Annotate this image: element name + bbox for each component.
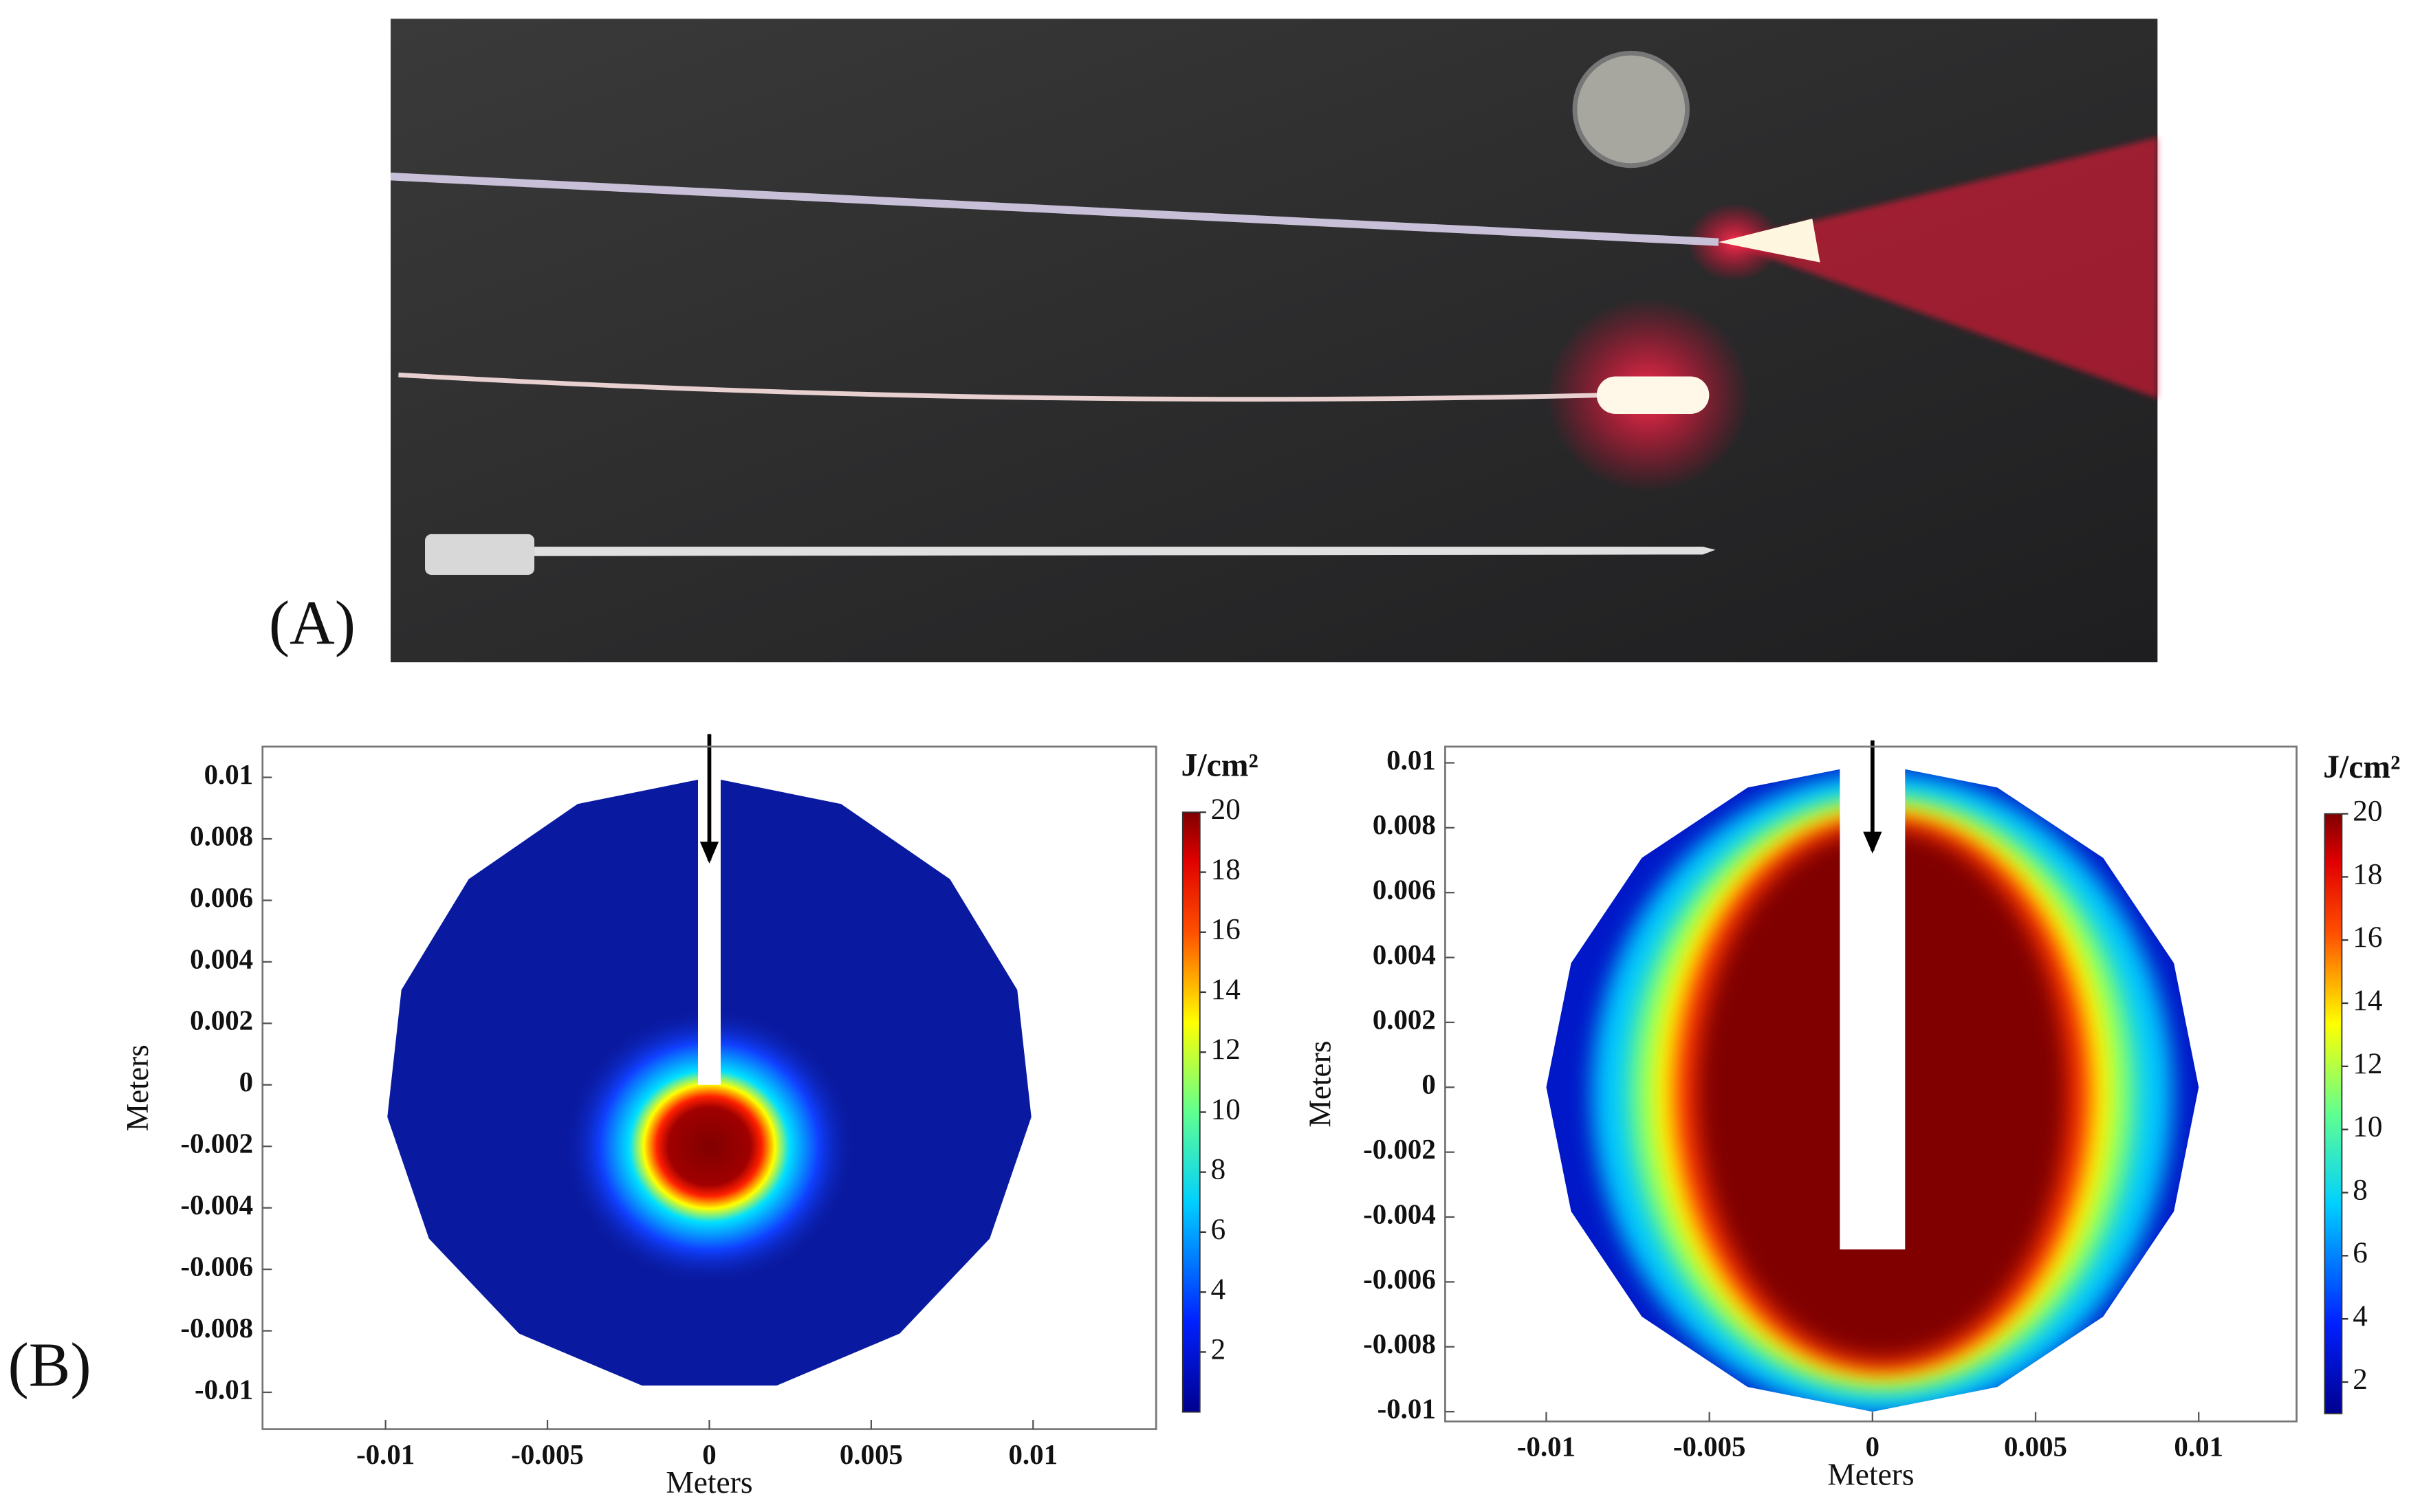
y-axis-label: Meters bbox=[1303, 1040, 1338, 1127]
colorbar-tick-label: 18 bbox=[2353, 858, 2382, 890]
photo bbox=[390, 19, 2158, 663]
colorbar-label: J/cm² bbox=[2323, 749, 2400, 785]
colorbar-tick-label: 12 bbox=[2353, 1048, 2382, 1080]
y-tick-label: -0.01 bbox=[195, 1374, 253, 1405]
x-tick-label: -0.01 bbox=[356, 1439, 415, 1470]
colorbar-tick-label: 16 bbox=[2353, 921, 2382, 954]
panel-label: (A) bbox=[269, 588, 356, 657]
colorbar-tick-label: 20 bbox=[1211, 793, 1241, 826]
y-tick-label: 0.008 bbox=[190, 820, 253, 851]
x-tick-label: -0.005 bbox=[1673, 1432, 1746, 1462]
y-tick-label: 0.01 bbox=[204, 759, 254, 790]
colorbar-tick-label: 2 bbox=[1211, 1333, 1226, 1366]
colorbar-tick-label: 18 bbox=[1211, 853, 1241, 886]
colorbar-tick-label: 8 bbox=[2353, 1174, 2368, 1206]
colorbar-tick-label: 2 bbox=[2353, 1363, 2368, 1396]
colorbar-tick-label: 20 bbox=[2353, 795, 2382, 827]
x-axis-label: Meters bbox=[666, 1465, 752, 1500]
x-tick-label: -0.005 bbox=[511, 1439, 584, 1470]
colorbar-tick-label: 6 bbox=[1211, 1214, 1226, 1246]
colorbar-tick-label: 10 bbox=[2353, 1111, 2382, 1143]
y-tick-label: 0.008 bbox=[1373, 809, 1436, 840]
x-tick-label: 0.01 bbox=[2174, 1432, 2223, 1462]
y-tick-label: -0.002 bbox=[1363, 1134, 1436, 1165]
colorbar-tick-label: 4 bbox=[2353, 1300, 2368, 1333]
colorbar-tick-label: 14 bbox=[2353, 985, 2382, 1017]
x-tick-label: 0.005 bbox=[2004, 1432, 2067, 1462]
x-tick-label: 0.01 bbox=[1009, 1439, 1058, 1470]
colorbar-tick-label: 6 bbox=[2353, 1237, 2368, 1269]
y-tick-label: -0.008 bbox=[181, 1313, 254, 1344]
colorbar-tick-label: 12 bbox=[1211, 1033, 1241, 1066]
y-tick-label: 0.002 bbox=[190, 1005, 253, 1036]
colorbar-tick-label: 4 bbox=[1211, 1273, 1226, 1306]
y-tick-label: -0.004 bbox=[1363, 1198, 1436, 1229]
y-tick-label: -0.006 bbox=[1363, 1264, 1436, 1295]
y-tick-label: 0.006 bbox=[190, 882, 253, 913]
y-tick-label: -0.008 bbox=[1363, 1328, 1436, 1359]
colorbar bbox=[2324, 813, 2343, 1414]
y-tick-label: 0 bbox=[239, 1066, 253, 1097]
heatmap-plot: -0.01 -0.005 0 0.005 0.01 0.01 0.008 0.006 0.004… bbox=[120, 734, 1258, 1500]
plots: -0.01 -0.005 0 0.005 0.01 0.01 0.008 0.006 0.004… bbox=[120, 734, 2400, 1500]
colorbar bbox=[1181, 811, 1201, 1413]
y-tick-label: 0.004 bbox=[1373, 939, 1436, 970]
arrow-head bbox=[1863, 831, 1882, 854]
y-tick-label: -0.004 bbox=[181, 1190, 254, 1220]
arrow-head bbox=[699, 842, 719, 864]
panel-label: (B) bbox=[8, 1330, 91, 1399]
y-tick-label: -0.01 bbox=[1377, 1393, 1436, 1424]
y-tick-label: 0.006 bbox=[1373, 875, 1436, 906]
axes-frame bbox=[1444, 745, 2298, 1423]
y-tick-label: -0.006 bbox=[181, 1251, 254, 1282]
colorbar-tick-label: 16 bbox=[1211, 914, 1241, 946]
colorbar-tick-label: 14 bbox=[1211, 974, 1241, 1006]
x-tick-label: 0 bbox=[702, 1439, 716, 1470]
colorbar-tick-label: 10 bbox=[1211, 1093, 1241, 1126]
y-tick-label: -0.002 bbox=[181, 1128, 254, 1159]
heatmap-plot: -0.01 -0.005 0 0.005 0.01 0.01 0.008 0.006 0.004… bbox=[1303, 740, 2400, 1491]
y-tick-label: 0.01 bbox=[1386, 745, 1436, 776]
colorbar-tick-label: 8 bbox=[1211, 1154, 1226, 1186]
x-tick-label: 0 bbox=[1866, 1432, 1879, 1462]
hotspot bbox=[563, 1007, 855, 1285]
y-axis-label: Meters bbox=[120, 1044, 155, 1131]
x-axis-label: Meters bbox=[1827, 1457, 1914, 1491]
colorbar-label: J/cm² bbox=[1181, 747, 1258, 784]
y-tick-label: 0 bbox=[1421, 1069, 1435, 1100]
x-tick-label: 0.005 bbox=[840, 1439, 903, 1470]
y-tick-label: 0.002 bbox=[1373, 1004, 1436, 1035]
y-tick-label: 0.004 bbox=[190, 943, 253, 974]
x-tick-label: -0.01 bbox=[1517, 1432, 1576, 1462]
